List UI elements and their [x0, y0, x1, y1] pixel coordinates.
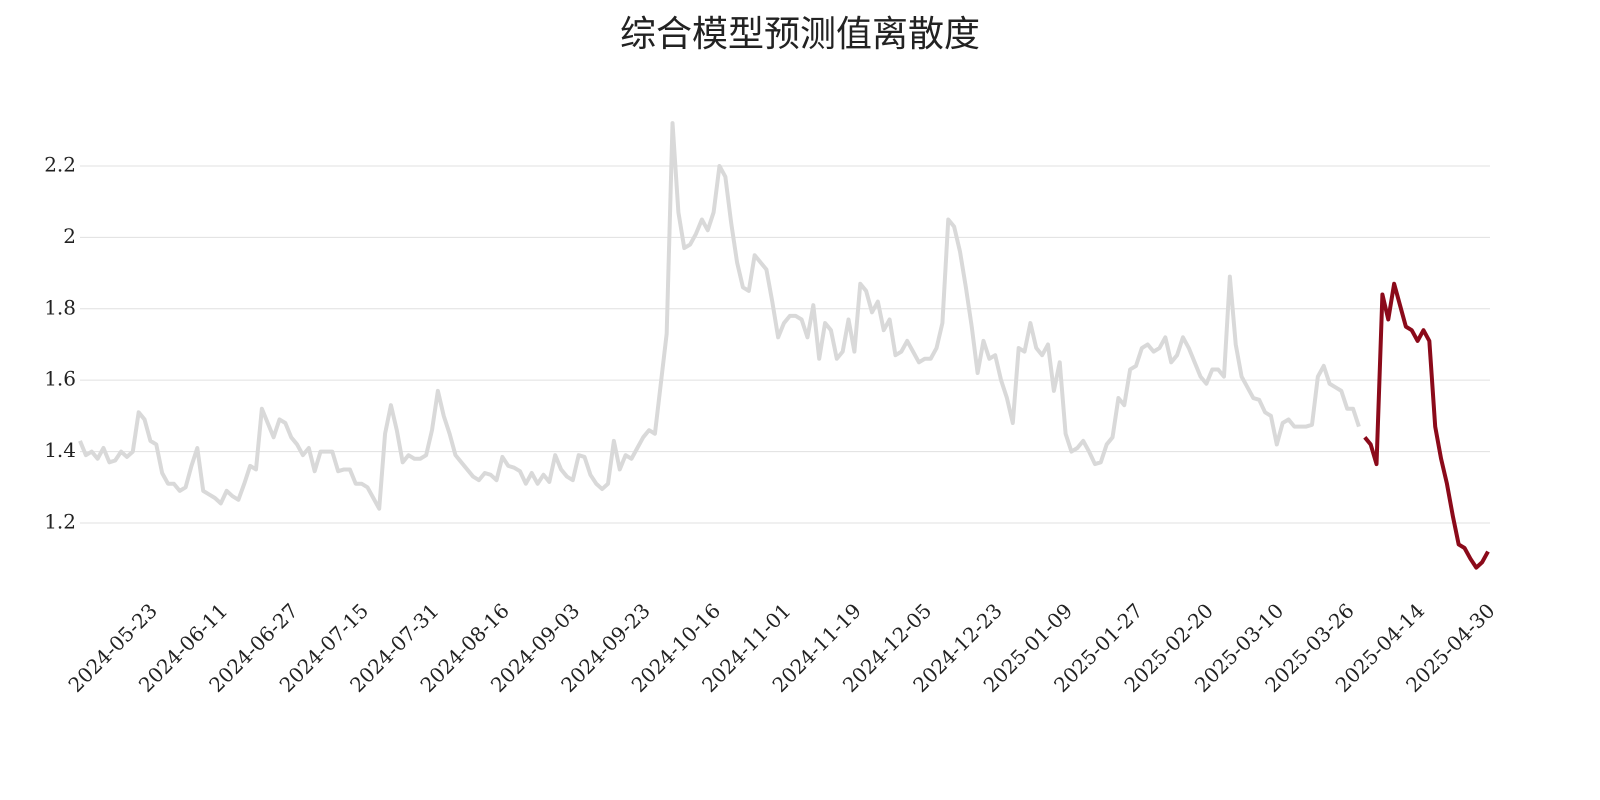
y-tick-label: 1.8	[44, 295, 76, 319]
y-tick-label: 1.2	[44, 509, 76, 533]
y-tick-label: 2.2	[44, 152, 76, 176]
y-tick-label: 1.6	[44, 367, 76, 391]
series-line	[1363, 281, 1490, 570]
y-tick-label: 2	[63, 224, 76, 248]
y-tick-label: 1.4	[44, 438, 76, 462]
series-line	[78, 121, 1361, 511]
chart-title: 综合模型预测值离散度	[620, 14, 980, 55]
